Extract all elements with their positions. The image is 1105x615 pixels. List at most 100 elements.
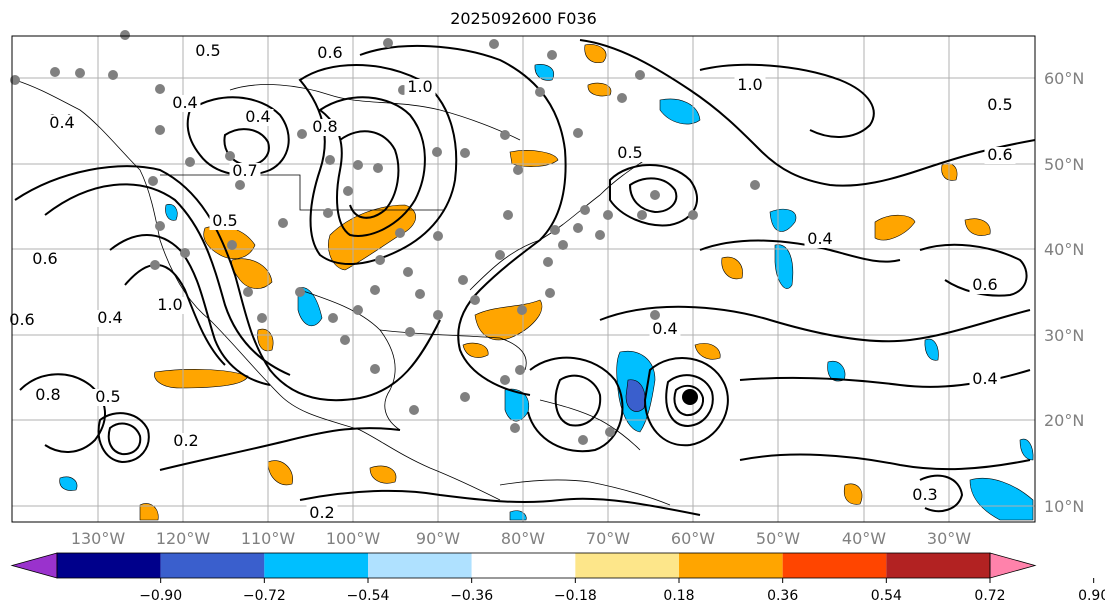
contour-label-bg xyxy=(192,43,224,60)
contour-label-bg xyxy=(969,371,1001,388)
colorbar-tick-label: 0.54 xyxy=(871,588,902,604)
colorbar-segment xyxy=(368,553,472,578)
contour-label: 0.2 xyxy=(309,503,334,522)
colorbar-tick-label: 0.90 xyxy=(1078,588,1105,604)
station-dots xyxy=(10,30,760,445)
contour-label-bg xyxy=(169,95,201,112)
contour-label-bg xyxy=(32,387,64,404)
lon-label: 50°W xyxy=(756,529,800,548)
map-title: 2025092600 F036 xyxy=(450,9,597,28)
contour-label-bg xyxy=(404,79,436,96)
colorbar-segment xyxy=(264,553,368,578)
colorbar-tick-label: 0.36 xyxy=(767,588,798,604)
contour-label: 0.6 xyxy=(32,249,57,268)
contour-label: 0.2 xyxy=(173,431,198,450)
contour-label-bg xyxy=(94,310,126,327)
lon-label: 120°W xyxy=(156,529,211,548)
contour-label-bg xyxy=(306,505,338,522)
colorbar-segment xyxy=(886,553,990,578)
contour-label: 0.8 xyxy=(35,385,60,404)
lon-label: 110°W xyxy=(241,529,296,548)
coastlines xyxy=(14,79,671,506)
contour-label: 0.6 xyxy=(9,310,34,329)
lon-label: 60°W xyxy=(671,529,715,548)
contour-label-bg xyxy=(649,321,681,338)
contour-label-bg xyxy=(909,487,941,504)
contour-label: 1.0 xyxy=(737,75,762,94)
contour-label-bg xyxy=(29,251,61,268)
contour-label: 0.4 xyxy=(172,93,197,112)
contour-label-bg xyxy=(92,389,124,406)
colorbar-extend-high xyxy=(989,552,1037,579)
colorbar-segment xyxy=(57,553,161,578)
hurricane-center xyxy=(682,389,698,405)
contour-label: 0.4 xyxy=(49,113,74,132)
contour-label-bg xyxy=(984,97,1016,114)
contour-labels: 0.5 0.6 0.4 0.4 0.5 0.7 1.0 0.8 0.5 1.0 0.5 0.6 0.6 0… xyxy=(6,41,1016,522)
contour-label-bg xyxy=(309,119,341,136)
contour-label: 1.0 xyxy=(407,77,432,96)
colorbar-tick-label: 0.18 xyxy=(663,588,694,604)
lon-label: 70°W xyxy=(586,529,630,548)
contour-label-bg xyxy=(804,231,836,248)
contour-label: 0.5 xyxy=(617,143,642,162)
colorbar-tick-label: −0.90 xyxy=(139,588,182,604)
colorbar-extend-low xyxy=(10,552,58,579)
contour-lines xyxy=(14,39,1036,516)
contour-label: 0.4 xyxy=(97,308,122,327)
contour-label: 0.8 xyxy=(312,117,337,136)
colorbar-tick-label: −0.18 xyxy=(554,588,597,604)
lon-label: 80°W xyxy=(501,529,545,548)
contour-label: 0.6 xyxy=(317,43,342,62)
colorbar-tick-label: −0.54 xyxy=(347,588,390,604)
contour-label: 0.6 xyxy=(972,275,997,294)
lat-label: 20°N xyxy=(1044,411,1084,430)
lat-label: 60°N xyxy=(1044,69,1084,88)
contour-label: 0.4 xyxy=(807,229,832,248)
contour-label: 0.5 xyxy=(987,95,1012,114)
latitude-labels: 60°N 50°N 40°N 30°N 20°N 10°N xyxy=(1044,69,1084,516)
lat-label: 50°N xyxy=(1044,155,1084,174)
contour-label-bg xyxy=(734,77,766,94)
contour-label: 0.5 xyxy=(95,387,120,406)
colorbar-segment xyxy=(471,553,576,578)
contour-label: 0.4 xyxy=(245,107,270,126)
contour-label-bg xyxy=(969,277,1001,294)
contour-label: 0.4 xyxy=(972,369,997,388)
map-border xyxy=(11,35,1036,523)
lon-label: 30°W xyxy=(927,529,971,548)
lon-label: 130°W xyxy=(71,529,126,548)
contour-label-bg xyxy=(984,147,1016,164)
contour-label-bg xyxy=(46,115,78,132)
longitude-labels: 130°W 120°W 110°W 100°W 90°W 80°W 70°W 6… xyxy=(71,529,971,548)
contour-label: 0.3 xyxy=(912,485,937,504)
contour-label-bg xyxy=(242,109,274,126)
lat-label: 30°N xyxy=(1044,326,1084,345)
contour-label-bg xyxy=(6,312,38,329)
contour-label-bg xyxy=(314,45,346,62)
contour-label-bg xyxy=(614,145,646,162)
lon-label: 100°W xyxy=(326,529,381,548)
colorbar-segment xyxy=(679,553,783,578)
contour-label: 0.5 xyxy=(212,211,237,230)
colorbar-tick-label: −0.72 xyxy=(243,588,286,604)
colorbar-tick-label: 0.72 xyxy=(974,588,1005,604)
contour-label: 0.7 xyxy=(232,161,257,180)
lat-lon-grid xyxy=(12,36,1035,522)
colorbar-segment xyxy=(782,553,887,578)
contour-label: 0.5 xyxy=(195,41,220,60)
contour-label-bg xyxy=(170,433,202,450)
lat-label: 10°N xyxy=(1044,497,1084,516)
positive-anomaly-shading xyxy=(139,44,991,521)
contour-label-bg xyxy=(229,163,261,180)
lon-label: 90°W xyxy=(416,529,460,548)
lat-label: 40°N xyxy=(1044,240,1084,259)
lon-label: 40°W xyxy=(842,529,886,548)
colorbar-segment xyxy=(160,553,265,578)
colorbar-segment xyxy=(575,553,679,578)
contour-label: 0.4 xyxy=(652,319,677,338)
contour-label-bg xyxy=(154,297,186,314)
colorbar: −0.90 −0.72 −0.54 −0.36 −0.18 0.18 0.36 0.54 0.7… xyxy=(10,552,1105,604)
contour-label-bg xyxy=(209,213,241,230)
